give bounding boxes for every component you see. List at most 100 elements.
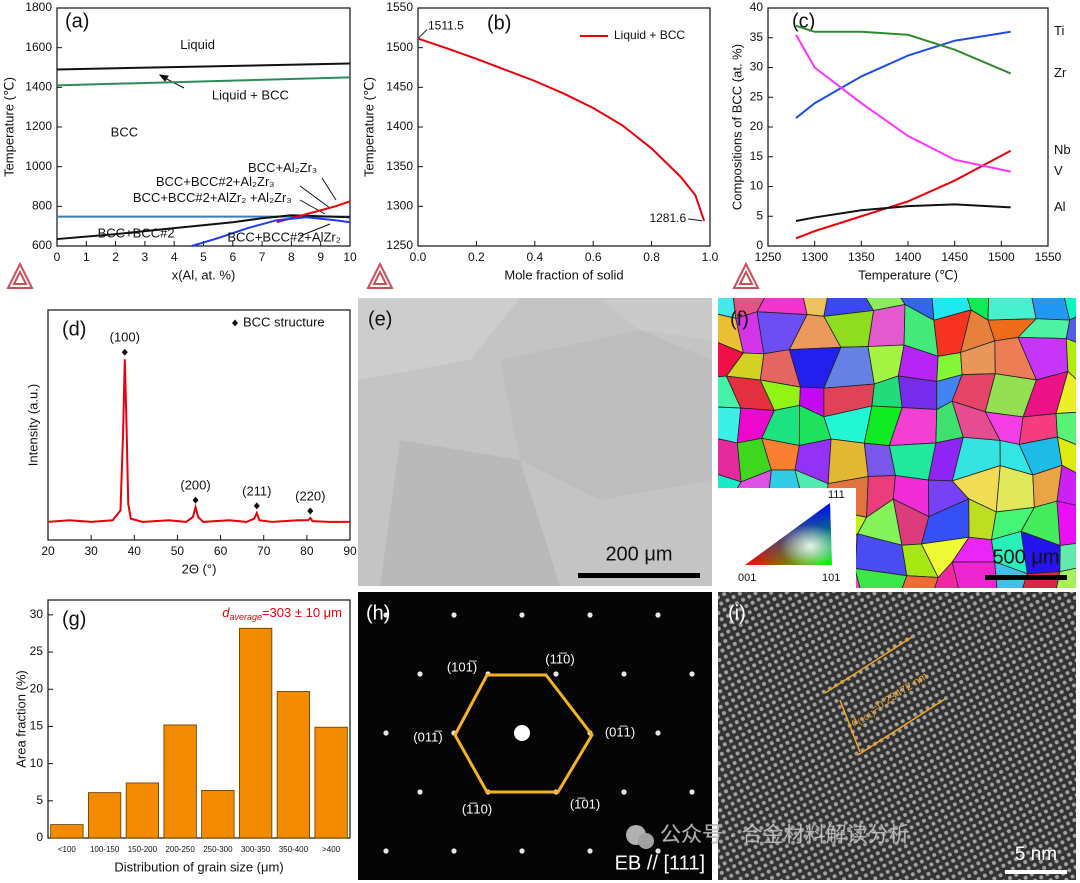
x-tick-label: <100 bbox=[58, 845, 77, 854]
x-tick-label: 50 bbox=[171, 544, 185, 558]
grain bbox=[854, 567, 908, 588]
y-tick-label: 5 bbox=[756, 208, 763, 222]
diffraction-spot bbox=[451, 848, 457, 854]
series-label: V bbox=[1054, 163, 1063, 178]
y-tick-label: 30 bbox=[750, 60, 764, 74]
annotation: BCC+BCC#2 bbox=[98, 226, 175, 241]
peak-label: (200) bbox=[180, 478, 210, 493]
x-tick-label: 1500 bbox=[988, 250, 1015, 264]
peak-marker bbox=[307, 507, 314, 515]
x-tick-label: 3 bbox=[142, 250, 149, 264]
data-line bbox=[795, 30, 1011, 119]
x-tick-label: 1400 bbox=[895, 250, 922, 264]
x-tick-label: 30 bbox=[84, 544, 98, 558]
diffraction-spot bbox=[519, 848, 525, 854]
plot-frame bbox=[767, 7, 1049, 247]
data-line bbox=[417, 37, 706, 222]
peak-marker bbox=[253, 502, 260, 510]
y-tick-label: 15 bbox=[750, 149, 764, 163]
spot-label: (1̅10) bbox=[462, 801, 492, 816]
series-label: Al bbox=[1054, 199, 1066, 214]
grain bbox=[1055, 370, 1076, 414]
spot-label: (011̅) bbox=[413, 729, 442, 744]
annotation: BCC+BCC#2+AlZr₂ bbox=[227, 230, 340, 245]
peak-label: (211) bbox=[242, 483, 271, 498]
grain bbox=[827, 438, 869, 485]
peak-label: (220) bbox=[295, 488, 325, 503]
bar bbox=[238, 627, 273, 839]
legend-marker bbox=[232, 319, 238, 327]
annotation: BCC+BCC#2+AlZr₂ +Al₂Zr₃ bbox=[133, 190, 292, 205]
panel-label: (i) bbox=[728, 602, 746, 624]
diffraction-spot bbox=[621, 789, 627, 795]
data-line bbox=[795, 34, 1011, 173]
bar bbox=[201, 790, 235, 839]
grain bbox=[934, 561, 959, 588]
x-axis-title: x(Al, at. %) bbox=[172, 267, 236, 282]
value-label: 1511.5 bbox=[428, 19, 464, 33]
grain bbox=[901, 575, 939, 588]
x-tick-label: 0.0 bbox=[410, 250, 427, 264]
value-label: 1281.6 bbox=[649, 211, 686, 225]
series-label: Nb bbox=[1054, 142, 1071, 157]
grain bbox=[1056, 500, 1076, 546]
y-tick-label: 1500 bbox=[386, 40, 413, 54]
x-tick-label: 5 bbox=[200, 250, 207, 264]
y-tick-label: 0 bbox=[756, 238, 763, 252]
grain bbox=[987, 298, 1037, 321]
x-tick-label: 4 bbox=[171, 250, 178, 264]
data-line bbox=[56, 76, 351, 87]
panel-label: (g) bbox=[62, 608, 86, 630]
bar bbox=[87, 792, 122, 839]
x-tick-label: 0.8 bbox=[643, 250, 660, 264]
ebsd-overlay: 111 001 101 500 μm (f) bbox=[718, 308, 1067, 588]
bar bbox=[163, 724, 197, 839]
diffraction-spot bbox=[383, 730, 389, 736]
x-axis-title: Distribution of grain size (μm) bbox=[114, 859, 283, 874]
panel-label: (f) bbox=[730, 308, 749, 330]
diffraction-spot bbox=[519, 612, 525, 618]
x-tick-label: 1450 bbox=[941, 250, 968, 264]
x-tick-label: 1300 bbox=[801, 250, 828, 264]
watermark-text: 公众号 · 合金材料解读分析 bbox=[660, 824, 910, 847]
annotation: Liquid + BCC bbox=[212, 88, 289, 103]
panel-label: (b) bbox=[487, 12, 511, 34]
y-tick-label: 25 bbox=[750, 89, 764, 103]
y-axis-title: Temperature (℃) bbox=[361, 77, 376, 177]
x-tick-label: 90 bbox=[343, 544, 357, 558]
annotation: daverage=303 ± 10 μm bbox=[222, 605, 342, 622]
y-tick-label: 20 bbox=[30, 681, 44, 695]
x-tick-label: 9 bbox=[317, 250, 324, 264]
zone-axis-label: EB // [111] bbox=[615, 852, 705, 874]
x-tick-label: 7 bbox=[259, 250, 266, 264]
y-axis-title: Intensity (a.u.) bbox=[25, 384, 40, 466]
panel-label: (d) bbox=[62, 318, 86, 340]
diffraction-spot bbox=[655, 612, 661, 618]
diffraction-spot bbox=[689, 789, 695, 795]
y-tick-label: 1300 bbox=[386, 199, 413, 213]
x-tick-label: 60 bbox=[214, 544, 228, 558]
panel-label: (h) bbox=[366, 602, 390, 624]
plot-frame bbox=[47, 599, 351, 839]
y-tick-label: 10 bbox=[30, 756, 44, 770]
x-tick-label: 200-250 bbox=[165, 845, 195, 854]
grain bbox=[823, 298, 875, 317]
x-tick-label: 350-400 bbox=[279, 845, 309, 854]
y-tick-label: 15 bbox=[30, 719, 44, 733]
x-tick-label: 8 bbox=[288, 250, 295, 264]
x-tick-label: >400 bbox=[322, 845, 341, 854]
x-axis-title: Temperature (℃) bbox=[858, 267, 958, 282]
diffraction-pattern bbox=[358, 592, 712, 880]
data-line bbox=[795, 203, 1011, 222]
y-tick-label: 1350 bbox=[386, 159, 413, 173]
data-line bbox=[56, 214, 351, 241]
y-tick-label: 600 bbox=[32, 238, 52, 252]
grain bbox=[888, 442, 937, 481]
grain bbox=[897, 375, 938, 410]
peak-marker bbox=[121, 348, 128, 356]
diffraction-overlay: (101̅) (11̅0) (011̅) (01̅1) (1̅10) (1̅01… bbox=[366, 602, 705, 874]
diffraction-spot bbox=[655, 730, 661, 736]
bar bbox=[314, 726, 348, 839]
diffraction-spot bbox=[417, 789, 423, 795]
grain bbox=[1064, 298, 1076, 321]
